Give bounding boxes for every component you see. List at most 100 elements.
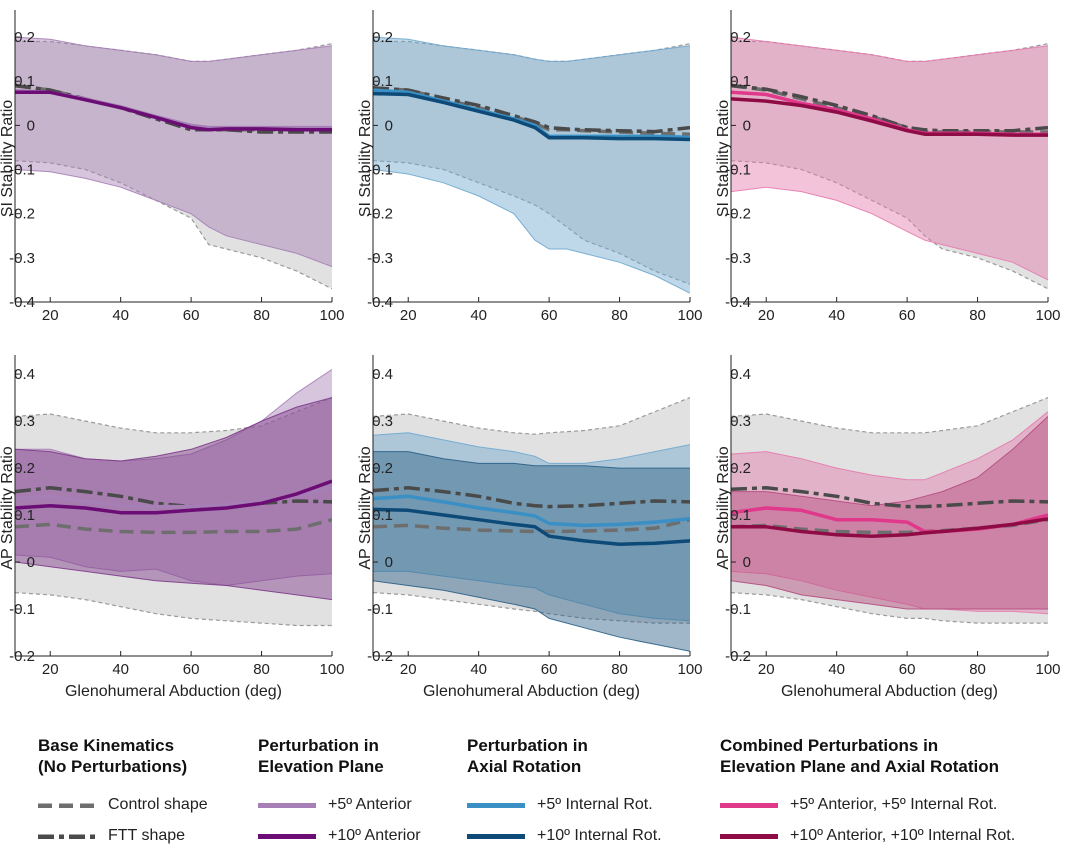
x-tick-label: 20 [42, 661, 59, 678]
y-axis-label: AP Stability Ratio [715, 446, 732, 569]
base-band-upper-edge [373, 397, 690, 435]
band-axial5 [373, 37, 690, 294]
legend-swatch-dashed [38, 803, 96, 808]
y-tick-label: 0.2 [14, 460, 35, 477]
y-tick-label: 0.4 [372, 366, 393, 383]
band-edge-elev10 [15, 561, 332, 601]
y-tick-label: 0 [743, 117, 751, 134]
base-band-lower-edge [731, 160, 1048, 290]
legend-swatch [720, 802, 778, 808]
x-tick-label: 20 [758, 307, 775, 324]
band-edge-elev5 [15, 368, 332, 462]
x-tick-label: 40 [112, 307, 129, 324]
y-tick-label: 0.4 [14, 366, 35, 383]
band-edge-axial10 [373, 451, 690, 469]
series-line-axial5 [373, 494, 690, 528]
band-comb5 [731, 37, 1048, 280]
x-tick-label: 80 [611, 307, 628, 324]
y-tick-label: 0.3 [372, 413, 393, 430]
legend-item-elev5: +5º Anterior [258, 793, 412, 817]
legend-title: Perturbation in Axial Rotation [467, 736, 588, 776]
x-tick-label: 60 [183, 307, 200, 324]
series-line-comb10 [731, 97, 1048, 137]
x-tick-label: 40 [470, 307, 487, 324]
y-tick-label: 0.2 [372, 29, 393, 46]
y-tick-label: 0.1 [372, 507, 393, 524]
x-tick-label: 20 [400, 307, 417, 324]
y-tick-label: 0.2 [730, 29, 751, 46]
series-line-ftt [373, 86, 690, 134]
y-tick-label: -0.4 [367, 294, 393, 311]
x-tick-label: 60 [541, 307, 558, 324]
band-axial10 [373, 451, 690, 652]
series-line-control [373, 517, 690, 534]
x-tick-label: 80 [253, 661, 270, 678]
y-axis-label: AP Stability Ratio [357, 446, 374, 569]
y-tick-label: -0.3 [725, 250, 751, 267]
legend-group-base: Base Kinematics (No Perturbations) Contro… [38, 735, 208, 844]
base-band-lower-edge [15, 592, 332, 627]
legend-swatch [258, 802, 316, 808]
x-tick-label: 80 [253, 307, 270, 324]
y-tick-label: -0.1 [9, 162, 35, 179]
y-tick-label: -0.2 [725, 206, 751, 223]
y-tick-label: -0.1 [9, 601, 35, 618]
x-tick-label: 60 [541, 661, 558, 678]
series-line-ftt [731, 486, 1048, 509]
base-band-lower-edge [731, 592, 1048, 624]
legend-item-axial5: +5º Internal Rot. [467, 793, 653, 817]
y-tick-label: -0.2 [367, 648, 393, 665]
y-tick-label: 0 [27, 554, 35, 571]
base-band-upper-edge [731, 397, 1048, 434]
x-tick-label: 20 [42, 307, 59, 324]
y-tick-label: 0.4 [730, 366, 751, 383]
y-tick-label: 0.2 [14, 29, 35, 46]
y-tick-label: -0.1 [367, 162, 393, 179]
y-tick-label: -0.4 [9, 294, 35, 311]
x-tick-label: 60 [183, 661, 200, 678]
y-tick-label: 0.1 [730, 73, 751, 90]
y-tick-label: -0.3 [367, 250, 393, 267]
x-tick-label: 20 [400, 661, 417, 678]
base-band-lower-edge [15, 160, 332, 290]
y-axis-label: SI Stability Ratio [715, 100, 732, 217]
y-tick-label: -0.4 [725, 294, 751, 311]
legend-group-axial: Perturbation in Axial Rotation +5º Intern… [467, 735, 662, 844]
band-edge-axial5 [373, 432, 690, 464]
x-tick-label: 100 [319, 307, 344, 324]
y-tick-label: -0.2 [725, 648, 751, 665]
y-tick-label: 0.2 [730, 460, 751, 477]
band-edge-comb5 [731, 411, 1048, 481]
x-axis-label: Glenohumeral Abduction (deg) [423, 683, 640, 700]
y-tick-label: -0.1 [367, 601, 393, 618]
legend-swatch [720, 833, 778, 839]
y-tick-label: 0.1 [14, 73, 35, 90]
x-axis-label: Glenohumeral Abduction (deg) [65, 683, 282, 700]
legend-item-comb10: +10º Anterior, +10º Internal Rot. [720, 824, 1015, 848]
y-tick-label: -0.3 [9, 250, 35, 267]
y-tick-label: 0.2 [372, 460, 393, 477]
base-band-upper-edge [15, 397, 332, 434]
y-tick-label: 0 [385, 554, 393, 571]
band-edge-comb10 [731, 580, 1048, 610]
y-tick-label: 0 [385, 117, 393, 134]
x-axis-label: Glenohumeral Abduction (deg) [781, 683, 998, 700]
x-tick-label: 40 [828, 307, 845, 324]
x-tick-label: 40 [470, 661, 487, 678]
band-edge-axial5 [373, 36, 690, 62]
band-comb10 [731, 416, 1048, 609]
y-tick-label: -0.2 [367, 206, 393, 223]
band-edge-axial10 [373, 580, 690, 652]
x-tick-label: 60 [899, 661, 916, 678]
base-band [731, 397, 1048, 624]
y-tick-label: -0.2 [9, 648, 35, 665]
band-elev5 [15, 37, 332, 267]
series-line-ftt [731, 83, 1048, 133]
x-tick-label: 40 [112, 661, 129, 678]
y-tick-label: -0.1 [725, 162, 751, 179]
series-line-axial10 [373, 507, 690, 546]
legend-swatch [258, 833, 316, 839]
base-band-lower-edge [373, 592, 690, 624]
band-edge-elev5 [15, 36, 332, 62]
y-axis-label: SI Stability Ratio [357, 100, 374, 217]
